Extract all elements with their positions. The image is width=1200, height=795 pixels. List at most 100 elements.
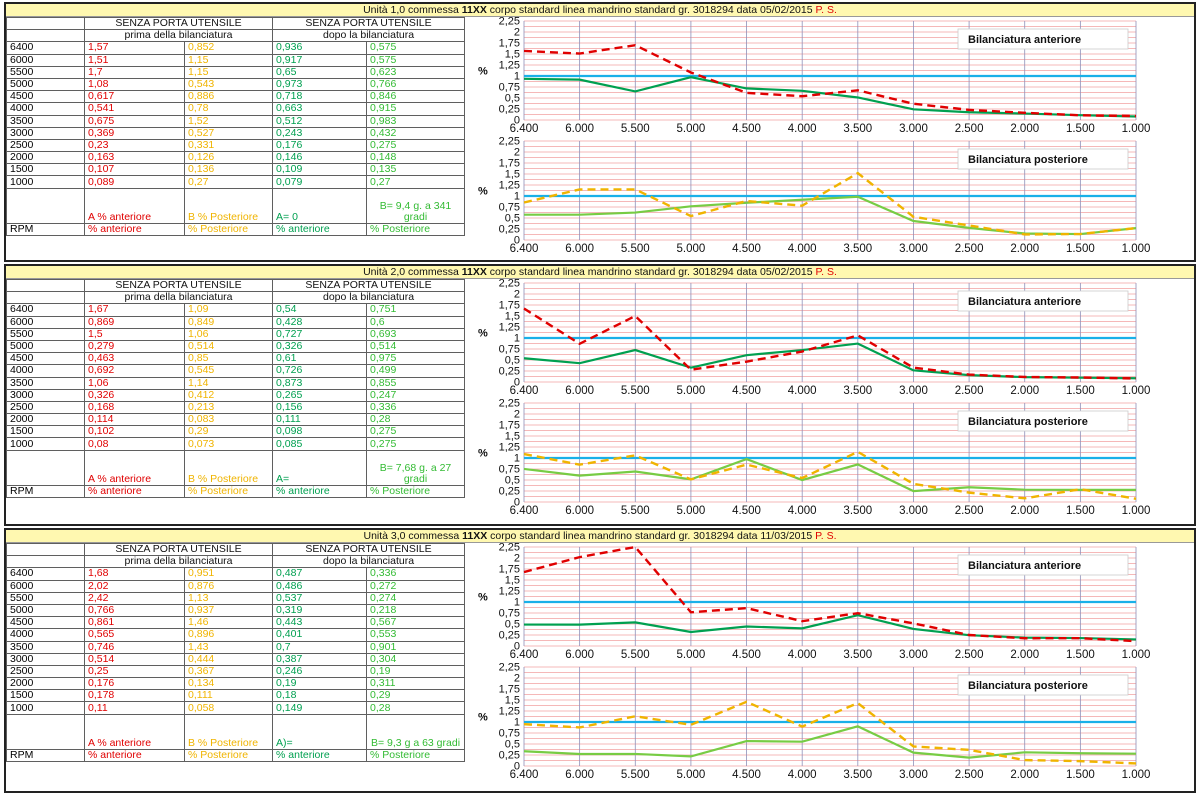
series-before-line	[523, 43, 1137, 118]
a-before-cell: 1,5	[84, 327, 185, 341]
x-tick-label: 5.000	[677, 243, 706, 255]
a-after-cell: 0,726	[272, 364, 368, 378]
chart-title-box	[957, 290, 1129, 312]
rpm-cell: 5500	[6, 327, 85, 341]
table-row: 3500 0,675 1,52 0,512 0,983	[6, 114, 466, 128]
y-tick-label: 0,75	[499, 464, 520, 476]
chart-title-box	[957, 28, 1129, 50]
x-tick-label: 1.500	[1066, 649, 1095, 661]
unit-title: Unità 2,0 commessa 11XX corpo standard l…	[6, 266, 1194, 279]
x-tick-label: 6.000	[565, 769, 594, 781]
x-tick-label: 2.500	[955, 123, 984, 135]
table-row: 4000 0,541 0,78 0,663 0,915	[6, 102, 466, 116]
y-tick-label: 0,25	[499, 630, 520, 642]
b-after-cell: 0,693	[366, 327, 466, 341]
x-tick-label: 4.500	[732, 505, 761, 517]
subheader-after: dopo la bilanciatura	[272, 555, 466, 569]
empty-cell	[6, 278, 85, 293]
empty-cell	[6, 291, 85, 305]
a-after-cell: 0,973	[272, 77, 368, 92]
table-row: 2000 0,163 0,126 0,146 0,148	[6, 151, 466, 165]
b-after-cell: 0,623	[366, 65, 466, 79]
table-row: 1500 0,102 0,29 0,098 0,275	[6, 425, 466, 439]
x-tick-label: 3.500	[843, 243, 872, 255]
a-before-cell: 0,089	[84, 175, 185, 189]
x-tick-label: 6.400	[510, 769, 539, 781]
a-before-cell: 0,675	[84, 114, 185, 128]
b-before-cell: 0,514	[183, 339, 274, 354]
pct-ant-label: % anteriore	[272, 484, 368, 498]
table-row: 1500 0,178 0,111 0,18 0,29	[6, 689, 466, 703]
subheader-after: dopo la bilanciatura	[272, 291, 466, 305]
y-tick-label: 0,75	[499, 728, 520, 740]
b-before-cell: 0,876	[183, 579, 274, 593]
a-after-cell: 0,326	[272, 339, 368, 354]
b-after-cell: 0,855	[366, 376, 466, 390]
rpm-cell: 1000	[6, 437, 85, 451]
b-before-cell: 0,331	[183, 138, 274, 153]
a-after-cell: 0,246	[272, 664, 368, 679]
a-after-cell: 0,149	[272, 701, 368, 715]
chart-title: Bilanciatura anteriore	[968, 560, 1081, 572]
x-tick-label: 1.000	[1122, 769, 1151, 781]
y-tick-label: 2	[514, 289, 520, 301]
data-table: SENZA PORTA UTENSILE SENZA PORTA UTENSILE…	[6, 16, 466, 236]
y-tick-label: 1,25	[499, 60, 520, 72]
x-tick-label: 1.500	[1066, 385, 1095, 397]
table-row: 4500 0,861 1,46 0,443 0,567	[6, 616, 466, 630]
b-after-cell: 0,575	[366, 41, 466, 55]
a-after-cell: 0,18	[272, 689, 368, 703]
a-after-cell: 0,936	[272, 41, 368, 55]
b-before-cell: 0,136	[183, 163, 274, 177]
b-before-cell: 1,06	[183, 327, 274, 341]
empty-cell	[6, 187, 85, 224]
b-after-cell: 0,6	[366, 315, 466, 329]
y-tick-label: 0,75	[499, 608, 520, 620]
x-tick-label: 4.500	[732, 649, 761, 661]
y-tick-label: 2	[514, 27, 520, 39]
a-after-cell: 0,61	[272, 352, 368, 366]
b-before-cell: 1,52	[183, 114, 274, 128]
y-tick-label: 1,5	[505, 311, 520, 323]
rpm-cell: 6000	[6, 53, 85, 67]
a-after-cell: 0,486	[272, 579, 368, 593]
subheader-after: dopo la bilanciatura	[272, 29, 466, 43]
a-before-cell: 0,11	[84, 701, 185, 715]
x-tick-label: 6.400	[510, 505, 539, 517]
x-tick-label: 5.000	[677, 505, 706, 517]
table-row: 2000 0,114 0,083 0,111 0,28	[6, 413, 466, 427]
b-after-cell: 0,432	[366, 126, 466, 140]
b-before-cell: 0,852	[183, 41, 274, 55]
b-before-cell: 0,543	[183, 77, 274, 92]
b-after-cell: 0,28	[366, 413, 466, 427]
y-tick-label: 1,75	[499, 564, 520, 576]
x-tick-label: 4.000	[788, 123, 817, 135]
x-tick-label: 2.000	[1010, 505, 1039, 517]
a-after-cell: 0,718	[272, 90, 368, 104]
a-before-cell: 1,51	[84, 53, 185, 67]
chart-title-box	[957, 554, 1129, 576]
a-before-cell: 2,42	[84, 591, 185, 605]
x-tick-label: 6.000	[565, 649, 594, 661]
a-before-cell: 0,692	[84, 364, 185, 378]
table-row: 5500 1,7 1,15 0,65 0,623	[6, 65, 466, 79]
unit-title: Unità 1,0 commessa 11XX corpo standard l…	[6, 4, 1194, 17]
a-before-cell: 0,861	[84, 616, 185, 630]
a-before-cell: 1,7	[84, 65, 185, 79]
a-after-cell: 0,19	[272, 677, 368, 691]
empty-cell	[6, 542, 85, 557]
a-before-cell: 0,163	[84, 151, 185, 165]
table-row: 4500 0,617 0,886 0,718 0,846	[6, 90, 466, 104]
table-row: 6400 1,68 0,951 0,487 0,336	[6, 567, 466, 581]
x-tick-label: 2.500	[955, 385, 984, 397]
y-axis-label: %	[478, 712, 488, 724]
a-after-cell: 0,079	[272, 175, 368, 189]
table-row: 3000 0,326 0,412 0,265 0,247	[6, 388, 466, 402]
a-after-cell: 0,176	[272, 138, 368, 153]
data-table: SENZA PORTA UTENSILE SENZA PORTA UTENSILE…	[6, 278, 466, 498]
a-before-cell: 0,102	[84, 425, 185, 439]
a-after-cell: 0,265	[272, 388, 368, 402]
y-tick-label: 1,5	[505, 49, 520, 61]
